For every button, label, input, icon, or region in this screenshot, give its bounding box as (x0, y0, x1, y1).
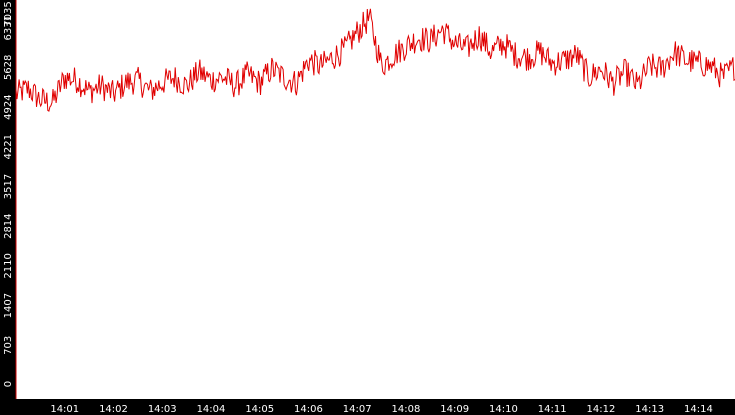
x-axis-strip (0, 399, 735, 415)
x-tick-label: 14:06 (294, 404, 323, 415)
y-tick-label: 2110 (3, 253, 14, 278)
y-tick-label: 7035 (3, 1, 14, 26)
y-tick-label: 2814 (3, 213, 14, 238)
x-tick-label: 14:05 (245, 404, 274, 415)
y-tick-label: 6331 (3, 15, 14, 40)
x-axis-ticks: 14:01 14:02 14:03 14:04 14:05 14:06 14:07 14:08… (50, 404, 713, 415)
series-layer (15, 8, 735, 112)
y-tick-label: 5628 (3, 55, 14, 80)
x-tick-label: 14:13 (635, 404, 664, 415)
y-axis-strip (0, 0, 16, 399)
y-tick-label: 4924 (3, 94, 14, 119)
x-tick-label: 14:04 (197, 404, 226, 415)
plot-area (16, 0, 735, 399)
y-tick-label: 703 (3, 336, 14, 355)
x-tick-label: 14:07 (343, 404, 372, 415)
x-tick-label: 14:10 (489, 404, 518, 415)
y-tick-label: 0 (3, 381, 14, 387)
x-tick-label: 14:12 (587, 404, 616, 415)
x-tick-label: 14:01 (50, 404, 79, 415)
x-tick-label: 14:02 (99, 404, 128, 415)
series-line (15, 8, 735, 112)
x-tick-label: 14:09 (440, 404, 469, 415)
x-tick-label: 14:03 (148, 404, 177, 415)
y-tick-label: 3517 (3, 174, 14, 199)
x-tick-label: 14:11 (538, 404, 567, 415)
x-tick-label: 14:08 (392, 404, 421, 415)
x-tick-label: 14:14 (684, 404, 713, 415)
y-tick-label: 4221 (3, 134, 14, 159)
y-tick-label: 1407 (3, 293, 14, 318)
